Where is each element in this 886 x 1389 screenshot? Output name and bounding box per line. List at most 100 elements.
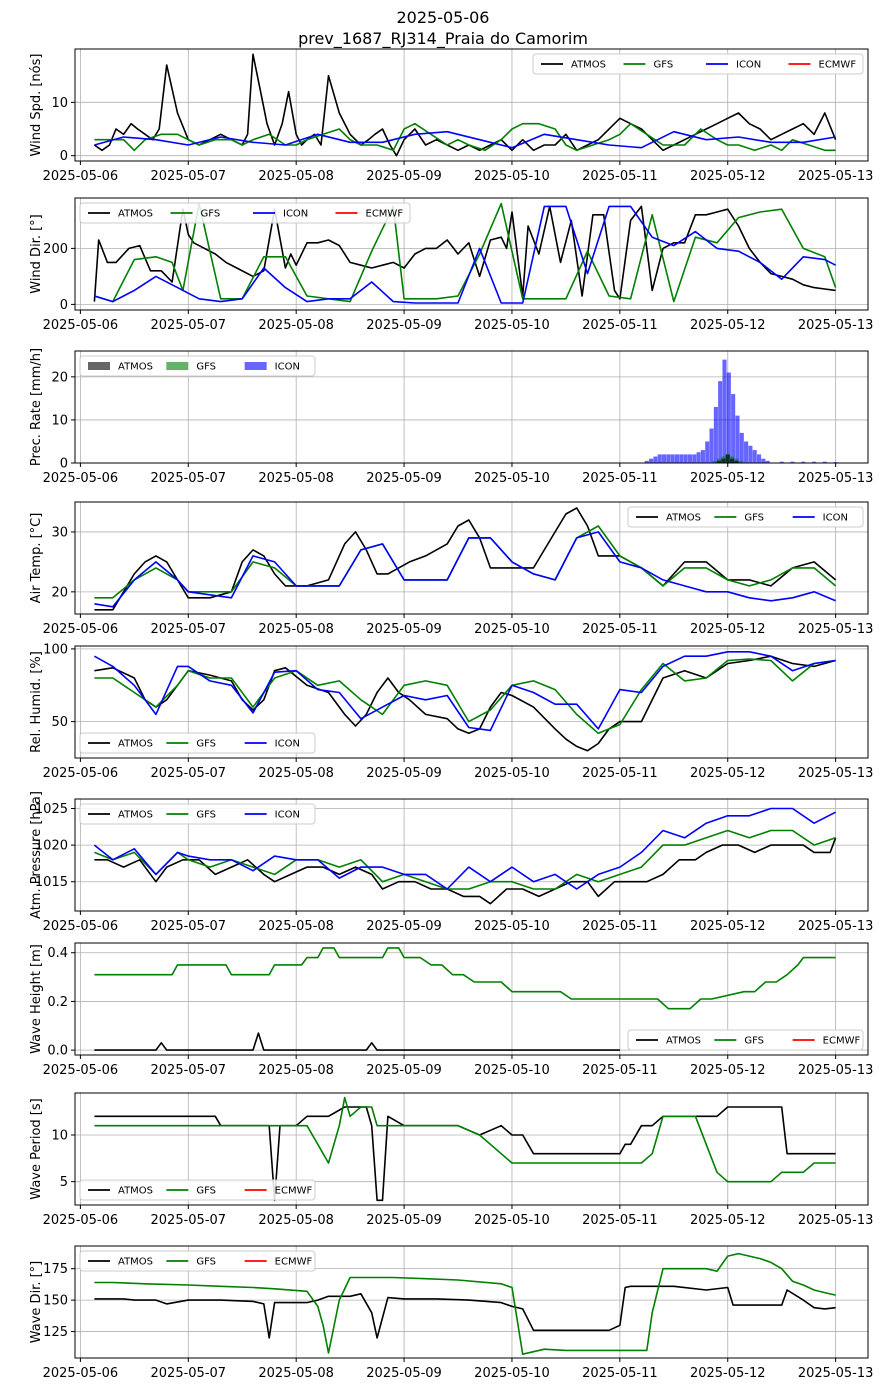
x-tick-label: 2025-05-11 — [582, 1366, 658, 1381]
x-tick-label: 2025-05-09 — [366, 318, 442, 333]
legend-label: ICON — [736, 60, 761, 71]
legend: ATMOS GFS ICON ECMWF — [79, 202, 411, 224]
x-tick-label: 2025-05-11 — [582, 766, 658, 781]
legend: ATMOS GFS ECMWF — [79, 1179, 316, 1201]
x-tick-label: 2025-05-10 — [474, 471, 550, 486]
x-tick-label: 2025-05-13 — [798, 1366, 874, 1381]
bar-icon — [644, 460, 649, 463]
bar-icon — [765, 460, 770, 463]
y-axis-label: Wave Dir. [°] — [29, 1261, 44, 1344]
y-axis-label: Wind Dir. [°] — [29, 214, 44, 294]
x-tick-label: 2025-05-11 — [582, 622, 658, 637]
y-tick-label: 125 — [43, 1325, 68, 1340]
x-tick-label: 2025-05-12 — [690, 1213, 766, 1228]
bar-icon — [801, 461, 806, 463]
series-line-icon — [94, 130, 836, 149]
series-line-icon — [94, 531, 836, 608]
panel-7: 2025-05-06 2025-05-07 2025-05-08 2025-05-09… — [29, 942, 874, 1078]
grid — [75, 49, 868, 161]
legend-label: ECMWF — [275, 1186, 313, 1197]
bar-icon — [674, 454, 680, 463]
y-axis-label: Wave Height [m] — [29, 944, 44, 1054]
y-tick-label: 10 — [51, 413, 68, 428]
series-line-atmos — [93, 205, 836, 302]
x-tick-label: 2025-05-11 — [582, 1063, 658, 1078]
x-tick-label: 2025-05-10 — [474, 318, 550, 333]
bar-icon — [683, 454, 688, 463]
legend-label: ATMOS — [571, 60, 606, 71]
x-tick-label: 2025-05-07 — [151, 318, 227, 333]
legend-label: ICON — [275, 810, 300, 821]
x-tick-label: 2025-05-11 — [582, 471, 658, 486]
y-tick-label: 200 — [43, 242, 68, 257]
bar-icon — [779, 461, 784, 463]
y-tick-label: 30 — [51, 525, 68, 540]
legend: ATMOS GFS ICON — [79, 803, 316, 825]
panel-9: 2025-05-06 2025-05-07 2025-05-08 2025-05-09… — [29, 1245, 874, 1381]
bar-icon — [790, 461, 795, 463]
x-tick-label: 2025-05-08 — [258, 1366, 334, 1381]
bar-icon — [692, 454, 697, 463]
legend: ATMOS GFS ECMWF — [627, 1029, 864, 1051]
series-line-gfs — [94, 829, 836, 890]
legend-label: GFS — [654, 60, 674, 71]
y-axis-label: Air Temp. [°C] — [29, 513, 44, 604]
y-axis-label: Atm. Pressure [hPa] — [29, 791, 44, 919]
bar-icon — [709, 428, 714, 463]
series-group — [94, 651, 836, 752]
series-line-icon — [94, 651, 836, 732]
x-tick-label: 2025-05-06 — [43, 622, 119, 637]
series-group — [644, 359, 838, 463]
x-tick-label: 2025-05-13 — [798, 1063, 874, 1078]
x-tick-label: 2025-05-09 — [366, 622, 442, 637]
legend-swatch — [166, 362, 189, 370]
bar-atmos — [734, 460, 739, 463]
x-tick-label: 2025-05-11 — [582, 318, 658, 333]
x-tick-label: 2025-05-08 — [258, 471, 334, 486]
x-tick-label: 2025-05-09 — [366, 1063, 442, 1078]
bar-icon — [649, 458, 654, 463]
series-group — [93, 53, 837, 157]
x-tick-label: 2025-05-07 — [151, 622, 227, 637]
x-tick-label: 2025-05-10 — [474, 1366, 550, 1381]
bar-icon — [756, 454, 762, 463]
legend-label: GFS — [196, 739, 216, 750]
series-line-gfs — [94, 1252, 836, 1355]
x-tick-label: 2025-05-12 — [690, 622, 766, 637]
x-tick-label: 2025-05-06 — [43, 318, 119, 333]
legend-label: GFS — [744, 1036, 764, 1047]
legend-swatch — [88, 362, 110, 370]
series-line-icon — [94, 205, 836, 304]
legend-label: ATMOS — [118, 810, 153, 821]
series-group — [94, 1252, 836, 1355]
axes-frame — [74, 942, 869, 1056]
y-tick-label: 50 — [51, 715, 68, 730]
x-tick-label: 2025-05-13 — [798, 471, 874, 486]
bar-icon — [752, 450, 757, 463]
x-tick-label: 2025-05-06 — [43, 1366, 119, 1381]
x-tick-label: 2025-05-12 — [690, 1063, 766, 1078]
x-tick-label: 2025-05-10 — [474, 169, 550, 184]
x-tick-label: 2025-05-10 — [474, 1063, 550, 1078]
x-tick-label: 2025-05-07 — [151, 169, 227, 184]
legend: ATMOS GFS ICON ECMWF — [532, 53, 864, 75]
x-tick-label: 2025-05-12 — [690, 318, 766, 333]
bar-icon — [713, 407, 718, 463]
x-tick-label: 2025-05-09 — [366, 1366, 442, 1381]
x-tick-label: 2025-05-08 — [258, 622, 334, 637]
bar-atmos — [725, 454, 730, 463]
bar-gfs — [712, 460, 717, 463]
bar-icon — [822, 461, 827, 463]
y-tick-label: 175 — [43, 1262, 68, 1277]
x-tick-label: 2025-05-11 — [582, 1213, 658, 1228]
bar-icon — [735, 415, 740, 463]
bar-icon — [662, 454, 667, 463]
x-tick-label: 2025-05-12 — [690, 766, 766, 781]
x-tick-label: 2025-05-13 — [798, 622, 874, 637]
x-tick-label: 2025-05-09 — [366, 919, 442, 934]
x-tick-label: 2025-05-11 — [582, 919, 658, 934]
y-tick-label: 10 — [51, 96, 68, 111]
y-tick-label: 0.2 — [47, 995, 68, 1010]
y-tick-label: 0.0 — [47, 1044, 68, 1059]
